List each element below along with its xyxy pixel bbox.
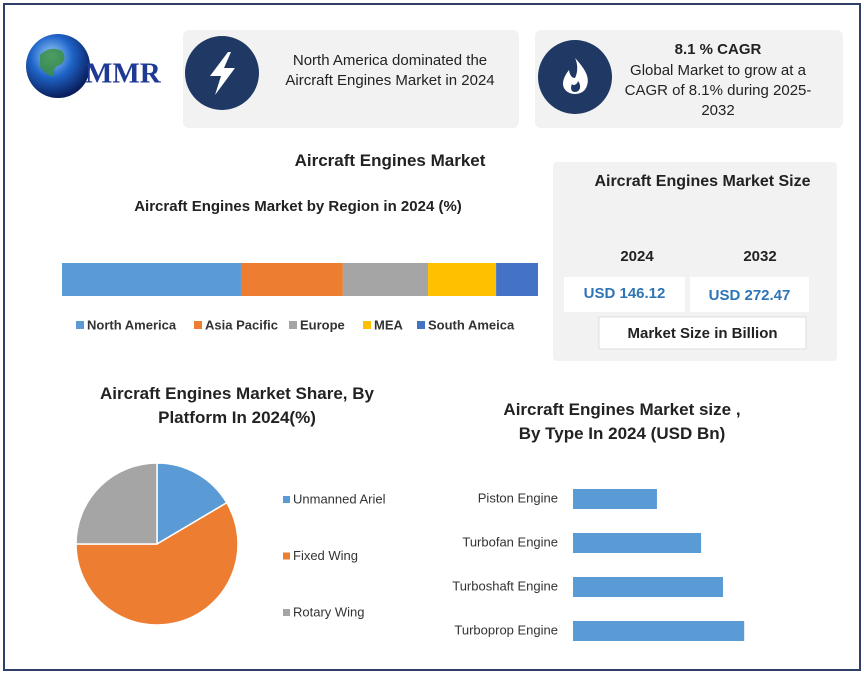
legend-label: MEA bbox=[374, 317, 404, 332]
bar-segment bbox=[428, 263, 497, 296]
value-box bbox=[564, 277, 685, 312]
lightning-icon bbox=[210, 52, 235, 95]
y-tick-label: Piston Engine bbox=[478, 490, 558, 505]
chart-title: Aircraft Engines Market by Region in 202… bbox=[134, 198, 462, 215]
legend-label: Unmanned Ariel bbox=[293, 491, 386, 506]
legend-swatch bbox=[76, 321, 84, 329]
bar bbox=[573, 489, 657, 509]
pie-slice bbox=[75, 462, 158, 545]
highlight-text: North America dominated the Aircraft Eng… bbox=[285, 52, 495, 89]
market-size-title: Aircraft Engines Market Size bbox=[594, 173, 811, 190]
legend-swatch bbox=[283, 496, 290, 503]
highlight-text: Global Market to grow at a CAGR of 8.1% … bbox=[624, 62, 812, 119]
legend-swatch bbox=[283, 552, 290, 560]
chart-title: Aircraft Engines Market size , By Type I… bbox=[503, 400, 741, 443]
y-tick-label: Turboshaft Engine bbox=[452, 578, 558, 593]
market-value: USD 146.12 bbox=[583, 285, 666, 302]
legend-swatch bbox=[289, 321, 297, 329]
logo-land bbox=[40, 48, 65, 77]
year-label: 2032 bbox=[743, 248, 777, 265]
legend-label: Asia Pacific bbox=[205, 317, 278, 332]
legend-label: Fixed Wing bbox=[293, 548, 358, 563]
legend-swatch bbox=[194, 321, 202, 329]
note-box bbox=[598, 316, 807, 350]
y-tick-label: Turboprop Engine bbox=[454, 622, 558, 637]
main-title: Aircraft Engines Market bbox=[294, 151, 486, 170]
highlight-title: 8.1 % CAGR bbox=[674, 41, 762, 58]
legend-label: South Ameica bbox=[428, 317, 515, 332]
year-label: 2024 bbox=[620, 248, 654, 265]
frame bbox=[3, 3, 861, 671]
highlight-box bbox=[183, 30, 519, 128]
bar-segment bbox=[496, 263, 538, 296]
market-size-note: Market Size in Billion bbox=[627, 325, 778, 342]
logo-text: MMR bbox=[85, 58, 162, 90]
y-tick-label: Turbofan Engine bbox=[462, 534, 558, 549]
logo-globe bbox=[26, 34, 90, 98]
bar bbox=[573, 533, 702, 553]
flame-icon bbox=[563, 58, 588, 94]
value-box bbox=[690, 277, 809, 312]
pie-slice bbox=[75, 501, 239, 626]
legend-swatch bbox=[417, 321, 425, 329]
market-value: USD 272.47 bbox=[708, 287, 791, 304]
bar bbox=[573, 577, 724, 597]
bar bbox=[573, 621, 745, 641]
highlight-box bbox=[535, 30, 843, 128]
legend-label: Rotary Wing bbox=[293, 604, 365, 619]
chart-title: Aircraft Engines Market Share, By Platfo… bbox=[100, 384, 374, 427]
legend-swatch bbox=[363, 321, 371, 329]
bar-segment bbox=[342, 263, 429, 296]
pie-slice bbox=[156, 462, 228, 546]
bar-segment bbox=[62, 263, 241, 296]
legend-swatch bbox=[283, 609, 290, 616]
icon-circle bbox=[538, 40, 612, 114]
legend-label: North America bbox=[87, 317, 177, 332]
legend-label: Europe bbox=[300, 317, 345, 332]
bar-segment bbox=[240, 263, 343, 296]
